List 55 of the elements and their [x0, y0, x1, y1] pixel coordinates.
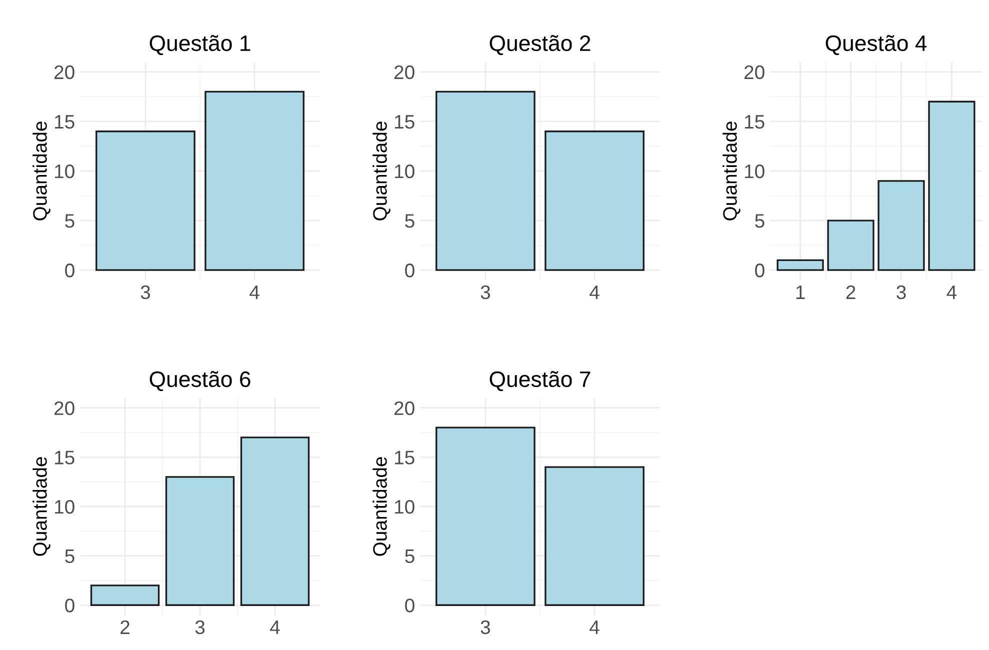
y-tick-label: 15 [54, 115, 74, 129]
y-axis-title: Quantidade [32, 457, 50, 556]
x-tick-label: 2 [846, 285, 856, 299]
y-axis-title: Quantidade [372, 457, 390, 556]
x-tick-label: 4 [250, 286, 260, 299]
bar [776, 259, 824, 271]
x-tick-label: 3 [480, 620, 490, 634]
y-tick-label: 0 [405, 598, 414, 612]
y-tick-label: 20 [394, 401, 414, 416]
bar [878, 180, 925, 271]
bar [827, 220, 874, 271]
bar [928, 100, 976, 271]
y-tick-label: 0 [65, 264, 74, 278]
x-tick-label: 1 [796, 286, 805, 299]
y-tick-label: 5 [65, 549, 74, 564]
y-tick-label: 15 [394, 115, 414, 129]
y-axis-title: Quantidade [372, 122, 390, 220]
y-tick-label: 0 [755, 264, 764, 278]
chart-title: Questão 1 [150, 34, 250, 56]
x-tick-label: 3 [896, 285, 906, 300]
x-tick-label: 4 [946, 286, 957, 299]
y-tick-label: 20 [54, 65, 74, 80]
x-tick-label: 3 [480, 285, 490, 300]
y-tick-label: 10 [394, 500, 414, 514]
bar [90, 584, 160, 606]
chart-title: Questão 6 [150, 370, 250, 392]
y-tick-label: 20 [744, 65, 764, 80]
y-tick-label: 0 [405, 264, 414, 278]
y-tick-label: 15 [394, 450, 414, 464]
y-tick-label: 5 [755, 214, 764, 228]
x-tick-label: 3 [140, 285, 150, 300]
y-tick-label: 10 [744, 164, 764, 178]
y-tick-label: 10 [394, 164, 414, 178]
y-tick-label: 10 [54, 164, 74, 178]
y-tick-label: 5 [65, 214, 74, 228]
y-tick-label: 15 [744, 115, 764, 129]
x-tick-label: 4 [590, 286, 600, 299]
chart-title: Questão 7 [490, 370, 590, 392]
y-tick-label: 15 [54, 450, 74, 464]
bar [165, 476, 235, 606]
x-tick-label: 4 [590, 620, 600, 634]
x-tick-label: 2 [120, 620, 130, 634]
bar [240, 436, 310, 606]
y-tick-label: 5 [405, 214, 414, 228]
y-tick-label: 10 [54, 500, 74, 514]
y-tick-label: 5 [405, 549, 414, 564]
y-axis-title: Quantidade [32, 122, 50, 220]
y-tick-label: 20 [54, 401, 74, 416]
x-tick-label: 4 [270, 620, 280, 634]
chart-title: Questão 4 [826, 34, 927, 56]
y-tick-label: 0 [65, 598, 74, 612]
chart-title: Questão 2 [490, 34, 590, 56]
y-axis-title: Quantidade [722, 122, 740, 220]
x-tick-label: 3 [195, 620, 205, 634]
y-tick-label: 20 [394, 65, 414, 80]
